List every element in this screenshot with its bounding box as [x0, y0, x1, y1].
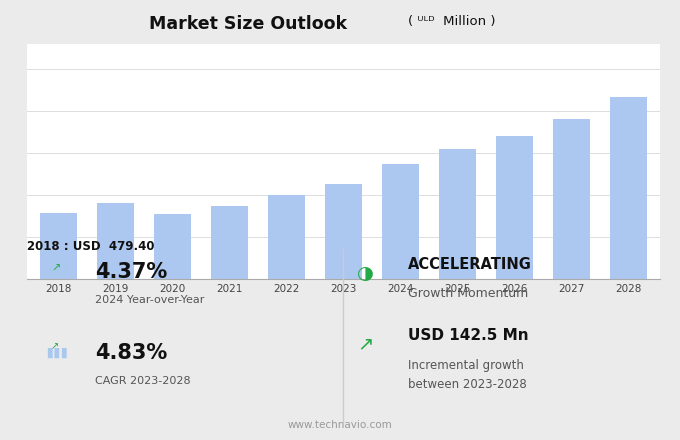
Text: ↗: ↗	[51, 341, 59, 351]
Bar	[97, 203, 134, 440]
Text: 4.83%: 4.83%	[95, 343, 167, 363]
Bar	[610, 97, 647, 440]
Bar	[553, 119, 590, 440]
Text: USD 142.5 Mn: USD 142.5 Mn	[408, 328, 528, 343]
Text: ↗: ↗	[51, 264, 61, 274]
Text: ▋▋▋: ▋▋▋	[48, 266, 70, 276]
Text: CAGR 2023-2028: CAGR 2023-2028	[95, 376, 191, 386]
Bar	[382, 164, 419, 440]
Text: ACCELERATING: ACCELERATING	[408, 257, 532, 272]
Bar	[211, 206, 248, 440]
Text: Incremental growth: Incremental growth	[408, 359, 524, 372]
Text: Market Size Outlook: Market Size Outlook	[149, 15, 347, 33]
Text: www.technavio.com: www.technavio.com	[288, 420, 392, 430]
Text: ◑: ◑	[357, 264, 374, 283]
Text: 4.37%: 4.37%	[95, 262, 167, 282]
Bar	[154, 214, 191, 440]
Text: ( ᵁᴸᴰ  Million ): ( ᵁᴸᴰ Million )	[408, 15, 496, 29]
Bar	[496, 136, 533, 440]
Text: ↗: ↗	[357, 334, 373, 353]
Text: 2024 Year-over-Year: 2024 Year-over-Year	[95, 295, 205, 305]
Text: ▋▋▋: ▋▋▋	[48, 348, 70, 358]
Bar	[40, 213, 77, 440]
Text: between 2023-2028: between 2023-2028	[408, 378, 527, 392]
Text: Growth Momentum: Growth Momentum	[408, 287, 528, 301]
Text: 2018 : USD  479.40: 2018 : USD 479.40	[27, 240, 154, 253]
Bar	[439, 149, 476, 440]
Bar	[325, 183, 362, 440]
Bar	[268, 195, 305, 440]
